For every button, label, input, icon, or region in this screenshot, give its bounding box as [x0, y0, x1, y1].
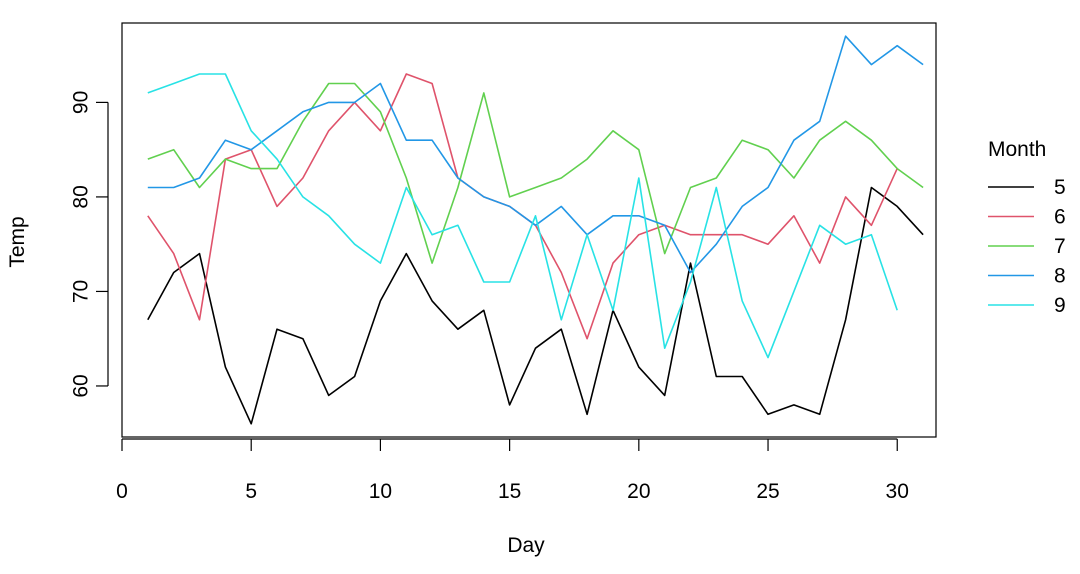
y-tick-label: 70 [70, 280, 93, 303]
legend-label-6: 6 [1054, 206, 1066, 229]
x-tick-label: 15 [498, 480, 521, 503]
series-line-5 [147, 186, 924, 425]
y-axis: 60 70 80 90 [70, 91, 109, 398]
legend-label-9: 9 [1054, 294, 1066, 317]
y-tick-label: 80 [70, 185, 93, 208]
series-line-6 [147, 73, 898, 340]
x-tick-label: 5 [245, 480, 257, 503]
x-axis: 0 5 10 15 20 25 30 [116, 438, 909, 503]
legend-label-5: 5 [1054, 176, 1066, 199]
legend-title: Month [988, 138, 1046, 161]
legend: Month 5 6 7 8 9 [988, 138, 1066, 317]
series-layer [147, 35, 924, 425]
x-tick-label: 20 [627, 480, 650, 503]
plot-frame [121, 22, 937, 438]
y-tick-label: 60 [70, 374, 93, 397]
x-axis-label: Day [507, 534, 545, 557]
legend-label-7: 7 [1054, 235, 1066, 258]
x-tick-label: 25 [756, 480, 779, 503]
y-axis-label: Temp [6, 216, 29, 267]
x-tick-label: 30 [886, 480, 909, 503]
legend-label-8: 8 [1054, 265, 1066, 288]
series-line-7 [147, 82, 924, 264]
x-tick-label: 10 [369, 480, 392, 503]
series-line-8 [147, 35, 924, 274]
series-line-9 [147, 73, 898, 359]
x-tick-label: 0 [116, 480, 128, 503]
y-tick-label: 90 [70, 91, 93, 114]
